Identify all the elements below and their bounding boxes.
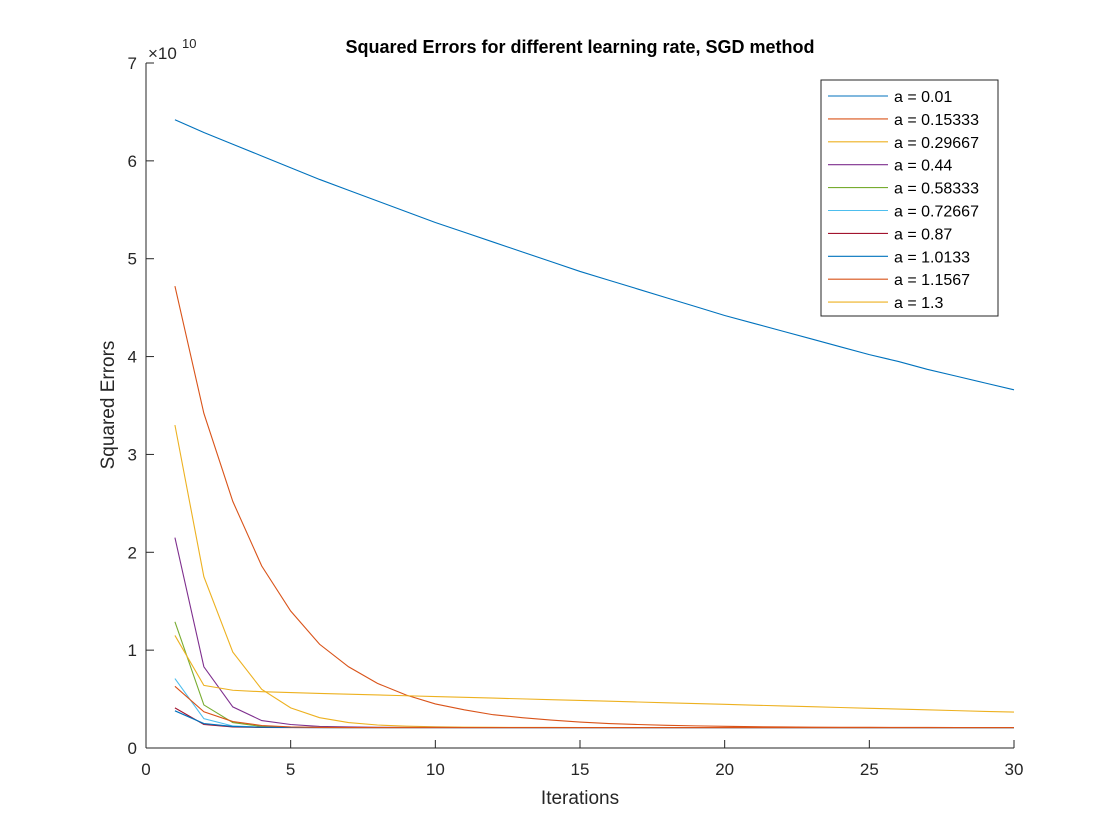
legend: a = 0.01 a = 0.15333 a = 0.29667 a = 0.44 a … (820, 79, 999, 317)
y-axis-exponent-power: 10 (182, 36, 196, 51)
x-tick-label: 30 (1005, 760, 1024, 779)
x-tick-label: 0 (141, 760, 150, 779)
series-line-9 (174, 685, 1014, 729)
legend-label-3: a = 0.29667 (894, 135, 979, 152)
legend-label-1: a = 0.01 (894, 89, 952, 106)
legend-label-8: a = 1.0133 (894, 249, 970, 266)
series-line-10 (174, 635, 1015, 713)
series-layer (174, 119, 1015, 729)
y-axis-label: Squared Errors (98, 341, 119, 470)
legend-label-6: a = 0.72667 (894, 204, 979, 221)
legend-label-4: a = 0.44 (894, 158, 952, 175)
legend-entries: a = 0.01 a = 0.15333 a = 0.29667 a = 0.44 a … (828, 89, 979, 312)
chart-title: Squared Errors for different learning ra… (345, 37, 814, 57)
x-tick-label: 20 (715, 760, 734, 779)
series-line-1 (174, 119, 1015, 391)
y-tick-label: 1 (128, 641, 137, 660)
legend-label-10: a = 1.3 (894, 295, 943, 312)
y-axis-exponent: ×10 10 (148, 36, 196, 63)
legend-label-7: a = 0.87 (894, 226, 952, 243)
x-tick-label: 25 (860, 760, 879, 779)
y-tick-label: 3 (128, 445, 137, 464)
y-axis-exponent-base: ×10 (148, 44, 177, 63)
legend-label-2: a = 0.15333 (894, 112, 979, 129)
y-tick-label: 0 (128, 739, 137, 758)
x-tick-label: 5 (286, 760, 295, 779)
y-tick-label: 5 (128, 250, 137, 269)
plot-area: 0 5 10 15 20 25 30 0 1 2 3 4 5 6 7 (128, 54, 1024, 779)
y-tick-label: 2 (128, 543, 137, 562)
y-tick-label: 4 (128, 348, 137, 367)
legend-label-5: a = 0.58333 (894, 181, 979, 198)
y-tick-label: 6 (128, 152, 137, 171)
x-tick-label: 10 (426, 760, 445, 779)
x-axis-label: Iterations (541, 788, 619, 809)
x-tick-label: 15 (571, 760, 590, 779)
x-ticks: 0 5 10 15 20 25 30 (141, 740, 1023, 779)
y-tick-label: 7 (128, 54, 137, 73)
y-ticks: 0 1 2 3 4 5 6 7 (128, 54, 154, 758)
legend-label-9: a = 1.1567 (894, 272, 970, 289)
